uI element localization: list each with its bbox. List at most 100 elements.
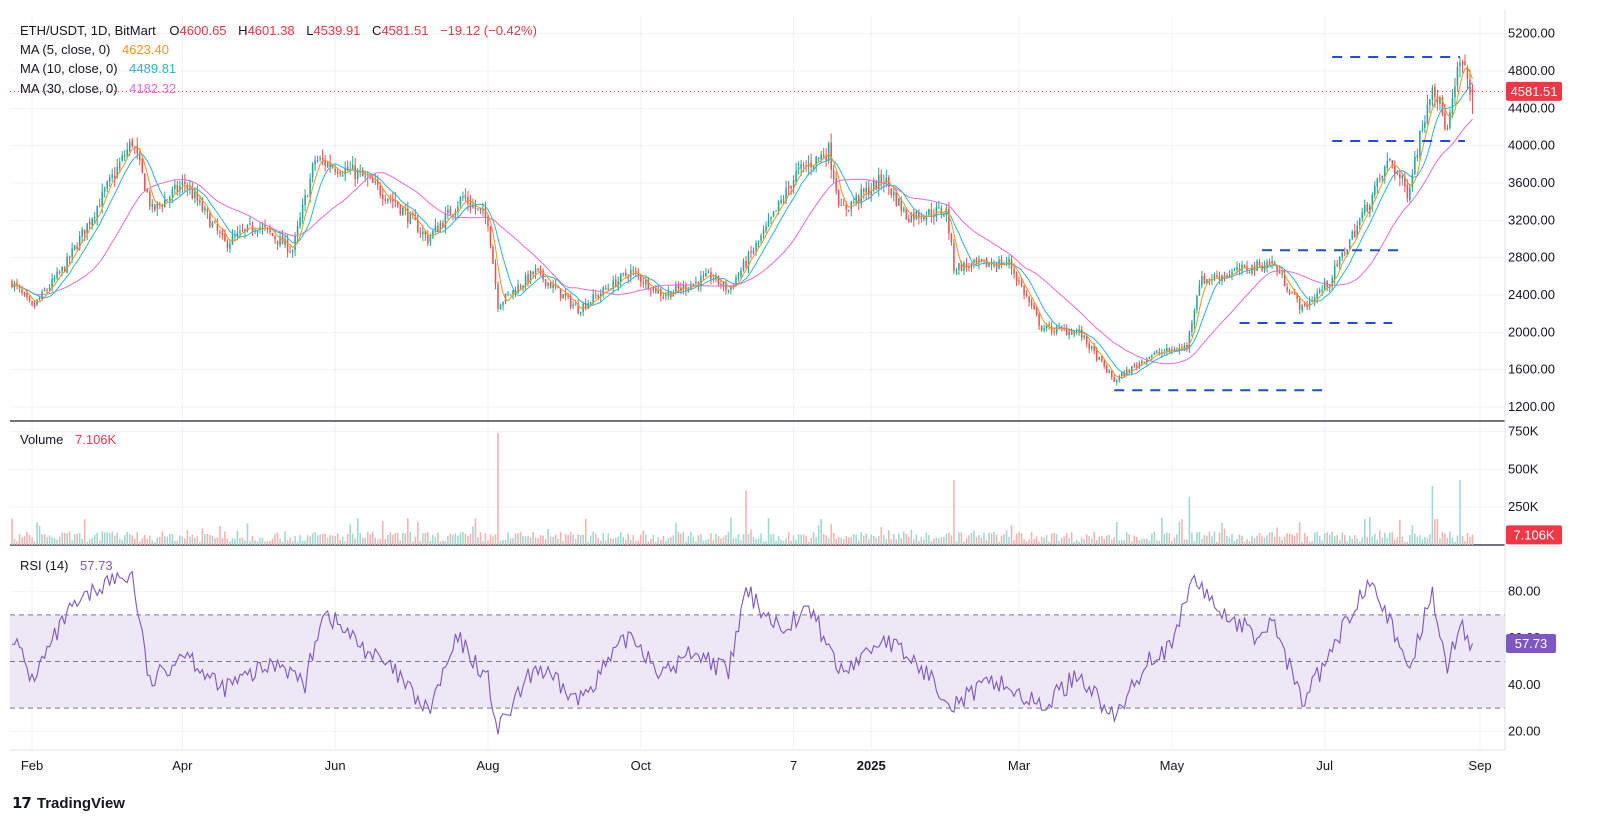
volume-bar[interactable]: [1025, 541, 1028, 545]
candle-body[interactable]: [354, 165, 356, 180]
candle-body[interactable]: [204, 207, 206, 211]
volume-bar[interactable]: [935, 537, 938, 545]
candle-body[interactable]: [795, 170, 797, 182]
volume-bar[interactable]: [1353, 535, 1356, 545]
candle-body[interactable]: [1386, 160, 1389, 168]
volume-bar[interactable]: [68, 531, 71, 545]
volume-bar[interactable]: [56, 539, 58, 545]
volume-bar[interactable]: [660, 539, 662, 545]
volume-bar[interactable]: [414, 536, 417, 545]
candle-body[interactable]: [1348, 239, 1351, 249]
volume-bar[interactable]: [1298, 522, 1301, 545]
candle-body[interactable]: [1459, 62, 1461, 67]
volume-bar[interactable]: [1268, 532, 1271, 545]
volume-bar[interactable]: [519, 531, 522, 545]
candle-body[interactable]: [1288, 291, 1291, 294]
volume-bar[interactable]: [745, 490, 747, 545]
candle-body[interactable]: [224, 233, 226, 242]
volume-bar[interactable]: [106, 532, 108, 545]
volume-bar[interactable]: [462, 531, 464, 545]
candle-body[interactable]: [617, 281, 620, 288]
volume-bar[interactable]: [457, 535, 459, 545]
candle-body[interactable]: [1384, 166, 1386, 177]
volume-bar[interactable]: [194, 537, 196, 545]
candle-body[interactable]: [482, 209, 484, 212]
volume-bar[interactable]: [592, 531, 594, 545]
volume-bar[interactable]: [151, 540, 154, 545]
volume-bar[interactable]: [256, 541, 259, 545]
volume-bar[interactable]: [963, 541, 965, 545]
candle-body[interactable]: [1216, 275, 1218, 278]
volume-bar[interactable]: [1080, 537, 1083, 545]
candle-body[interactable]: [1231, 271, 1233, 275]
candle-body[interactable]: [199, 200, 201, 203]
candle-body[interactable]: [447, 209, 449, 213]
volume-bar[interactable]: [1358, 541, 1361, 545]
volume-bar[interactable]: [1113, 537, 1116, 545]
volume-bar[interactable]: [898, 533, 900, 545]
candle-body[interactable]: [757, 240, 760, 242]
volume-bar[interactable]: [1301, 541, 1303, 545]
volume-bar[interactable]: [950, 535, 953, 545]
volume-bar[interactable]: [632, 535, 635, 545]
candle-body[interactable]: [1351, 231, 1354, 239]
volume-bar[interactable]: [184, 538, 186, 545]
candle-body[interactable]: [1000, 258, 1003, 266]
volume-bar[interactable]: [612, 538, 615, 545]
candle-body[interactable]: [905, 207, 908, 220]
volume-bar[interactable]: [1033, 538, 1035, 545]
volume-bar[interactable]: [1233, 540, 1236, 545]
volume-bar[interactable]: [1223, 528, 1226, 545]
candle-body[interactable]: [933, 215, 935, 218]
volume-bar[interactable]: [930, 541, 933, 545]
candle-body[interactable]: [574, 304, 577, 306]
volume-bar[interactable]: [945, 533, 948, 545]
volume-bar[interactable]: [161, 531, 164, 545]
volume-bar[interactable]: [264, 541, 266, 545]
volume-bar[interactable]: [176, 540, 179, 545]
candle-body[interactable]: [715, 275, 717, 280]
candle-body[interactable]: [179, 186, 181, 191]
candle-body[interactable]: [459, 197, 462, 206]
volume-bar[interactable]: [710, 533, 712, 545]
volume-bar[interactable]: [680, 533, 682, 545]
volume-bar[interactable]: [181, 536, 184, 545]
candle-body[interactable]: [1053, 331, 1055, 333]
candle-body[interactable]: [88, 221, 91, 225]
volume-bar[interactable]: [988, 532, 990, 545]
candle-body[interactable]: [800, 164, 802, 169]
volume-bar[interactable]: [1203, 534, 1206, 545]
candle-body[interactable]: [893, 192, 895, 196]
candle-body[interactable]: [875, 180, 878, 190]
volume-bar[interactable]: [63, 532, 66, 545]
volume-bar[interactable]: [344, 541, 346, 545]
volume-bar[interactable]: [1241, 535, 1243, 545]
volume-bar[interactable]: [429, 540, 432, 545]
volume-bar[interactable]: [46, 537, 48, 545]
volume-bar[interactable]: [123, 535, 126, 545]
volume-bar[interactable]: [21, 537, 23, 545]
candle-body[interactable]: [700, 276, 702, 286]
candle-body[interactable]: [311, 163, 314, 178]
candle-body[interactable]: [1120, 372, 1123, 377]
candle-body[interactable]: [579, 311, 582, 314]
volume-bar[interactable]: [399, 540, 402, 545]
candle-body[interactable]: [1115, 380, 1118, 383]
volume-bar[interactable]: [640, 534, 642, 545]
ma30-line[interactable]: [11, 118, 1473, 365]
candle-body[interactable]: [309, 178, 311, 196]
volume-bar[interactable]: [517, 533, 519, 545]
candle-body[interactable]: [1191, 323, 1193, 332]
candle-body[interactable]: [1346, 249, 1349, 255]
volume-bar[interactable]: [1083, 539, 1085, 545]
candle-body[interactable]: [747, 252, 750, 268]
volume-bar[interactable]: [1153, 531, 1156, 545]
volume-bar[interactable]: [1368, 516, 1371, 545]
candle-body[interactable]: [164, 199, 166, 208]
volume-bar[interactable]: [281, 541, 284, 545]
volume-bar[interactable]: [1343, 535, 1346, 545]
candle-body[interactable]: [1341, 252, 1343, 258]
volume-bar[interactable]: [214, 538, 216, 545]
candle-body[interactable]: [915, 211, 918, 219]
candle-body[interactable]: [138, 154, 141, 160]
